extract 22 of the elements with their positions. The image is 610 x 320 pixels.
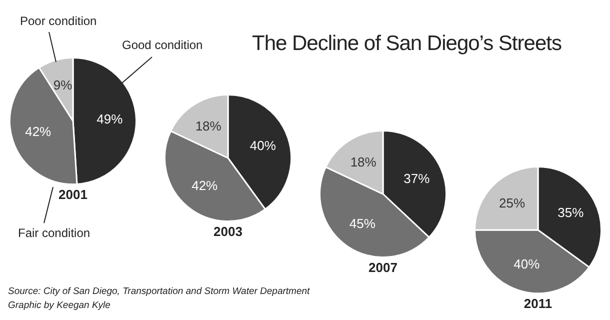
- data-label: 42%: [25, 124, 52, 139]
- data-label: 35%: [558, 204, 584, 220]
- text: 2001: [58, 187, 88, 202]
- text: 2003: [214, 224, 242, 239]
- data-label: 18%: [195, 118, 222, 134]
- data-label: 9%: [53, 77, 73, 92]
- text: 2007: [368, 260, 398, 275]
- data-label: 18%: [350, 154, 377, 170]
- text: Graphic by Keegan Kyle: [8, 300, 110, 311]
- data-label: 45%: [349, 216, 376, 231]
- data-label: 42%: [192, 178, 218, 193]
- text: The Decline of San Diego’s Streets: [252, 32, 562, 56]
- slice-label: Poor condition: [20, 14, 97, 28]
- slice-label: Good condition: [122, 38, 203, 52]
- data-label: 40%: [250, 138, 276, 154]
- source-note: Source: City of San Diego, Transportation and Storm Water Department: [8, 286, 310, 297]
- text: 2011: [524, 296, 552, 311]
- data-label: 25%: [499, 196, 526, 211]
- slice-label: Fair condition: [18, 226, 90, 240]
- data-label: 37%: [404, 171, 430, 186]
- data-label: 49%: [96, 111, 124, 126]
- data-label: 40%: [514, 256, 540, 272]
